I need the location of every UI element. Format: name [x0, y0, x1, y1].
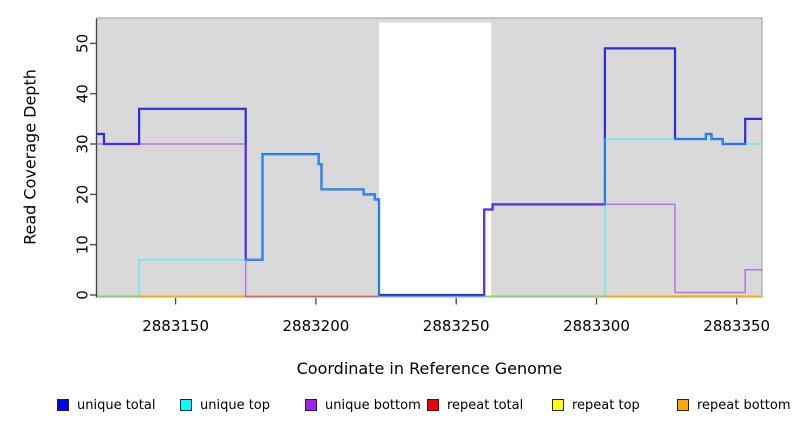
legend-item-unique-total: unique total [57, 397, 155, 413]
y-tick-label: 0 [74, 290, 92, 300]
y-tick-label: 30 [74, 134, 92, 153]
y-tick-label: 40 [74, 84, 92, 103]
y-tick-label: 20 [74, 185, 92, 204]
x-tick-label: 2883250 [423, 317, 490, 335]
series-unique-top [97, 133, 762, 298]
series-unique-bottom [97, 143, 762, 298]
legend-label: unique bottom [325, 397, 421, 413]
legend-label: repeat top [572, 397, 640, 413]
legend: unique total unique top unique bottom re… [0, 397, 792, 419]
legend-label: unique top [200, 397, 271, 413]
y-axis-label: Read Coverage Depth [20, 69, 40, 245]
unique-bottom-swatch-icon [305, 399, 317, 411]
legend-item-unique-top: unique top [180, 397, 270, 413]
repeat-bottom-swatch-icon [677, 399, 689, 411]
legend-label: unique total [77, 397, 156, 413]
x-axis-label: Coordinate in Reference Genome [296, 359, 563, 378]
x-tick-label: 2883350 [703, 317, 770, 335]
legend-item-repeat-bottom: repeat bottom [677, 397, 791, 413]
mask-region [379, 22, 492, 298]
x-tick-label: 2883200 [282, 317, 349, 335]
legend-item-repeat-top: repeat top [552, 397, 640, 413]
unique-total-swatch-icon [57, 399, 69, 411]
x-tick-label: 2883300 [563, 317, 630, 335]
legend-label: repeat bottom [697, 397, 791, 413]
repeat-total-swatch-icon [427, 399, 439, 411]
coverage-plot: 0 10 20 30 40 50 2883150 2883200 2883250 2883300 2… [74, 17, 770, 335]
repeat-top-swatch-icon [552, 399, 564, 411]
x-tick-label: 2883150 [142, 317, 209, 335]
unique-top-swatch-icon [180, 399, 192, 411]
y-tick-label: 50 [74, 34, 92, 53]
legend-item-unique-bottom: unique bottom [305, 397, 421, 413]
legend-label: repeat total [447, 397, 524, 413]
y-tick-label: 10 [74, 235, 92, 254]
legend-item-repeat-total: repeat total [427, 397, 523, 413]
